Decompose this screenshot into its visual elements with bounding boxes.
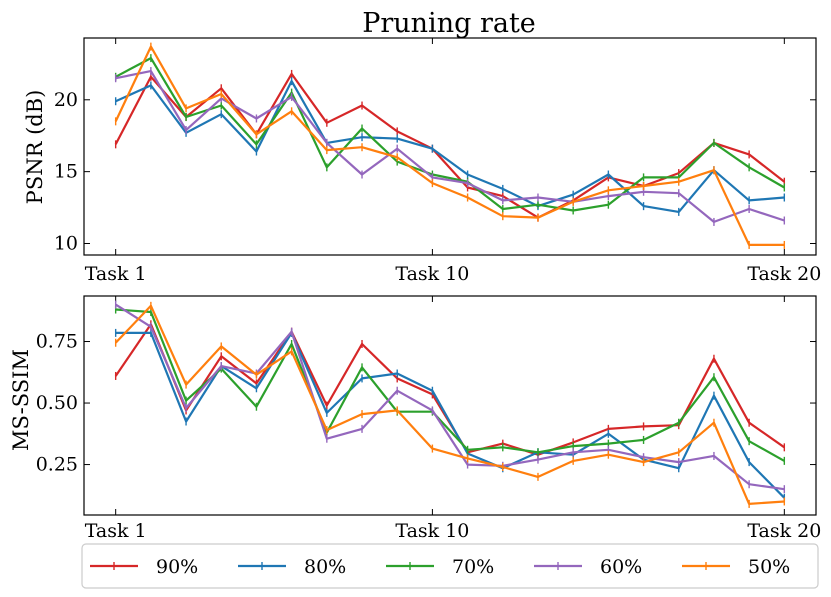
psnr-y-axis-label: PSNR (dB)	[23, 90, 47, 205]
psnr-markers-80pct	[114, 77, 786, 216]
legend-label: 50%	[748, 556, 790, 578]
msssim-x-tick-label: Task 1	[85, 520, 147, 542]
chart-title: Pruning rate	[362, 8, 536, 39]
msssim-series-80pct	[115, 331, 786, 499]
msssim-markers-60pct	[114, 300, 786, 494]
msssim-x-tick-label: Task 20	[747, 520, 821, 542]
msssim-series-60pct	[115, 303, 785, 491]
psnr-series-50pct	[114, 45, 785, 246]
psnr-series-70pct	[115, 56, 785, 212]
msssim-panel: MS-SSIM Task 1 Task 10 Task 20 0.25 0.50 0.75	[9, 295, 821, 542]
legend-label: 80%	[304, 556, 346, 578]
legend: 90% 80% 70% 60% 50%	[81, 543, 819, 589]
legend-entry-50pct: 50%	[682, 556, 790, 578]
psnr-panel: PSNR (dB) Task 1 Task 10 Task 20 10 15 20	[23, 37, 821, 285]
legend-entry-90pct: 90%	[90, 556, 198, 578]
legend-label: 70%	[452, 556, 494, 578]
legend-entry-70pct: 70%	[386, 556, 494, 578]
psnr-y-tick-label: 10	[54, 233, 78, 255]
msssim-series-90pct	[114, 323, 785, 456]
psnr-series-lines	[114, 42, 786, 249]
psnr-series-80pct	[115, 79, 785, 213]
legend-entry-60pct: 60%	[534, 556, 642, 578]
psnr-y-tick-label: 15	[54, 161, 78, 183]
psnr-ticks: Task 1 Task 10 Task 20 10 15 20	[54, 38, 821, 285]
psnr-markers-60pct	[114, 67, 786, 226]
msssim-markers-50pct	[114, 301, 786, 508]
psnr-x-tick-label: Task 10	[395, 263, 469, 285]
psnr-markers-50pct	[114, 42, 786, 249]
msssim-series-70pct	[115, 308, 785, 462]
psnr-x-tick-label: Task 1	[85, 263, 147, 285]
legend-label: 90%	[156, 556, 198, 578]
legend-entry-80pct: 80%	[238, 556, 346, 578]
legend-label: 60%	[600, 556, 642, 578]
psnr-series-90pct	[114, 72, 785, 219]
psnr-plot-frame	[83, 37, 817, 256]
msssim-markers-70pct	[114, 305, 786, 465]
msssim-ticks: Task 1 Task 10 Task 20 0.25 0.50 0.75	[36, 296, 821, 542]
msssim-series-50pct	[114, 304, 785, 505]
legend-items: 90% 80% 70% 60% 50%	[90, 556, 790, 578]
msssim-y-tick-label: 0.50	[36, 392, 78, 414]
psnr-x-tick-label: Task 20	[747, 263, 821, 285]
msssim-y-tick-label: 0.75	[36, 331, 78, 353]
msssim-series-lines	[114, 300, 786, 508]
psnr-y-tick-label: 20	[54, 89, 78, 111]
legend-box	[81, 543, 819, 589]
msssim-plot-frame	[83, 295, 817, 516]
msssim-y-tick-label: 0.25	[36, 454, 78, 476]
msssim-y-axis-label: MS-SSIM	[9, 349, 33, 451]
msssim-x-tick-label: Task 10	[395, 520, 469, 542]
